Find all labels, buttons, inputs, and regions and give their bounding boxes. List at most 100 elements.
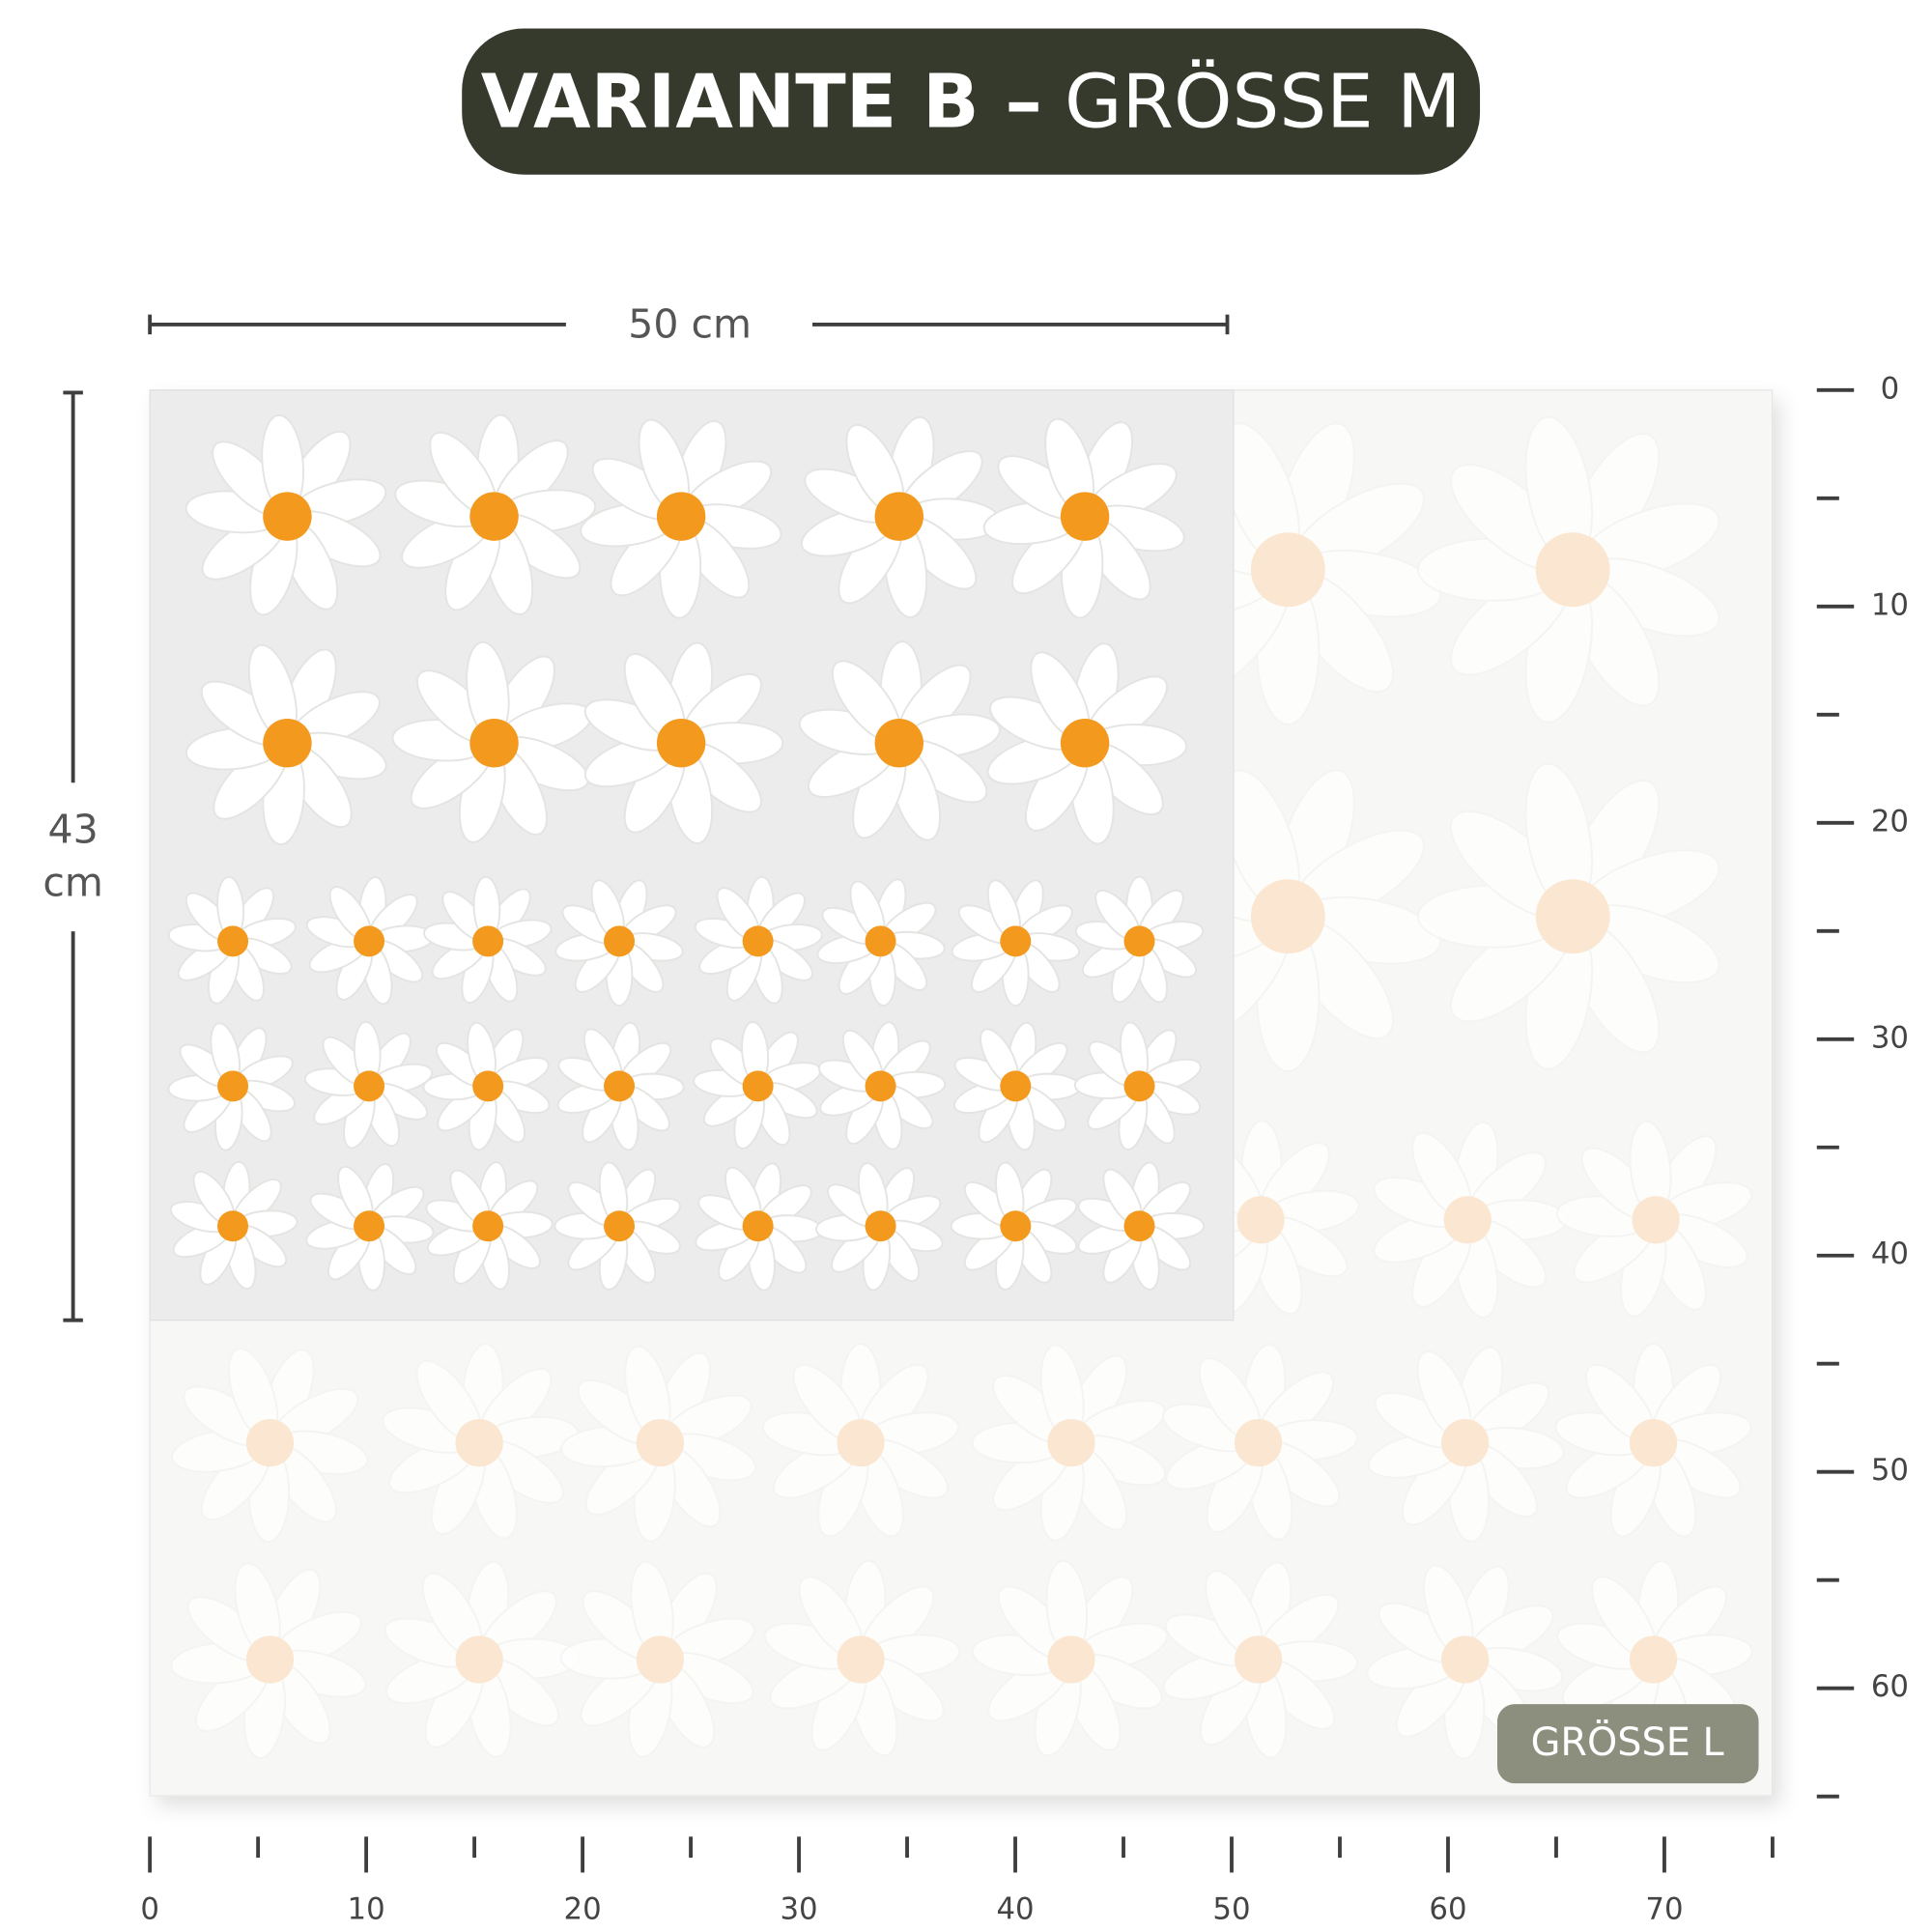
daisy-center (1236, 1196, 1285, 1244)
ruler-label: 50 (1871, 1453, 1909, 1488)
width-label: 50 cm (628, 300, 752, 347)
title-pill (462, 28, 1481, 175)
daisy-center (742, 1210, 774, 1242)
daisy (1416, 762, 1720, 1070)
daisy (761, 1343, 960, 1538)
daisy (554, 879, 684, 1007)
daisy-center (1629, 1418, 1678, 1467)
daisy-center (604, 925, 636, 957)
daisy-center (1443, 1196, 1492, 1244)
ruler-label: 40 (996, 1892, 1034, 1927)
daisy-center (1047, 1418, 1095, 1467)
daisy (1554, 1343, 1752, 1538)
daisy (798, 640, 1001, 841)
daisy (1162, 1343, 1358, 1541)
daisy-center (472, 1070, 504, 1102)
height-label: 43 (48, 807, 99, 853)
daisy (695, 1162, 824, 1292)
daisy (560, 1345, 757, 1543)
daisy (816, 878, 946, 1007)
daisy-center (865, 1210, 896, 1242)
daisy-center (1060, 719, 1110, 768)
daisy-center (472, 1210, 504, 1242)
daisy-center (742, 925, 774, 957)
daisy-center (1632, 1196, 1680, 1244)
daisy-center (656, 719, 706, 768)
daisy-center (1629, 1635, 1678, 1684)
ruler-label: 20 (564, 1892, 602, 1927)
daisy (556, 1021, 685, 1151)
ruler-label: 60 (1429, 1892, 1466, 1927)
daisy-center (245, 1635, 295, 1684)
daisy-center (263, 492, 312, 541)
daisy (1555, 1120, 1752, 1318)
daisy (559, 1560, 755, 1758)
rulers (148, 387, 1855, 1873)
daisy (170, 1562, 367, 1759)
daisy-center (263, 719, 312, 768)
ruler-label: 60 (1871, 1669, 1909, 1704)
daisy (305, 876, 435, 1006)
daisy-center (874, 719, 923, 768)
daisy-center (636, 1418, 684, 1467)
daisy-center (455, 1418, 503, 1467)
daisy (1077, 1161, 1206, 1291)
ruler-label: 50 (1212, 1892, 1250, 1927)
daisy-center (604, 1210, 636, 1242)
daisy (384, 1560, 580, 1758)
daisy-center (1441, 1418, 1490, 1467)
ruler-label: 10 (1871, 587, 1909, 622)
daisy (982, 417, 1185, 619)
daisy (814, 1162, 944, 1292)
daisy-center (354, 1210, 385, 1242)
badge (1497, 1704, 1759, 1784)
daisy-center (1060, 492, 1110, 541)
ruler-label: 20 (1871, 804, 1909, 838)
daisy (1366, 1564, 1564, 1760)
daisy-center (1123, 925, 1155, 957)
daisy (951, 879, 1080, 1007)
daisy-center (865, 925, 896, 957)
daisy (986, 642, 1188, 845)
daisy (423, 875, 553, 1005)
daisy (554, 1161, 681, 1291)
daisy-center (472, 925, 504, 957)
daisy (817, 1021, 947, 1151)
daisy-center (1000, 1210, 1032, 1242)
title-light: GRÖSSE M (1065, 59, 1462, 145)
daisy (950, 1161, 1078, 1291)
daisy (425, 1161, 554, 1291)
ruler-label: 40 (1871, 1236, 1909, 1271)
daisy (391, 640, 593, 843)
daisy-center (656, 492, 706, 541)
daisy (952, 1021, 1081, 1151)
height-label: cm (43, 860, 103, 906)
daisy (1373, 1121, 1568, 1319)
daisy-center (1047, 1635, 1095, 1684)
daisy-center (1000, 925, 1032, 957)
daisy (422, 1021, 551, 1151)
daisy-center (245, 1418, 295, 1467)
daisy (382, 1343, 580, 1540)
daisy-center (636, 1635, 684, 1684)
daisy-center (455, 1635, 503, 1684)
daisy (580, 418, 782, 619)
daisy (171, 1348, 369, 1544)
size-m-flowers (167, 413, 1206, 1292)
daisy-center (354, 1070, 385, 1102)
daisy (185, 413, 387, 616)
daisy (583, 641, 784, 844)
daisy-center (217, 925, 249, 957)
title: VARIANTE B – GRÖSSE M (481, 59, 1462, 145)
daisy (971, 1344, 1166, 1542)
daisy (1162, 1561, 1359, 1759)
ruler-label: 30 (1871, 1020, 1909, 1055)
daisy-center (874, 492, 923, 541)
daisy-center (604, 1070, 636, 1102)
daisy (693, 1020, 822, 1150)
daisy (167, 875, 297, 1005)
daisy (185, 643, 387, 846)
ruler-label: 0 (140, 1892, 159, 1927)
